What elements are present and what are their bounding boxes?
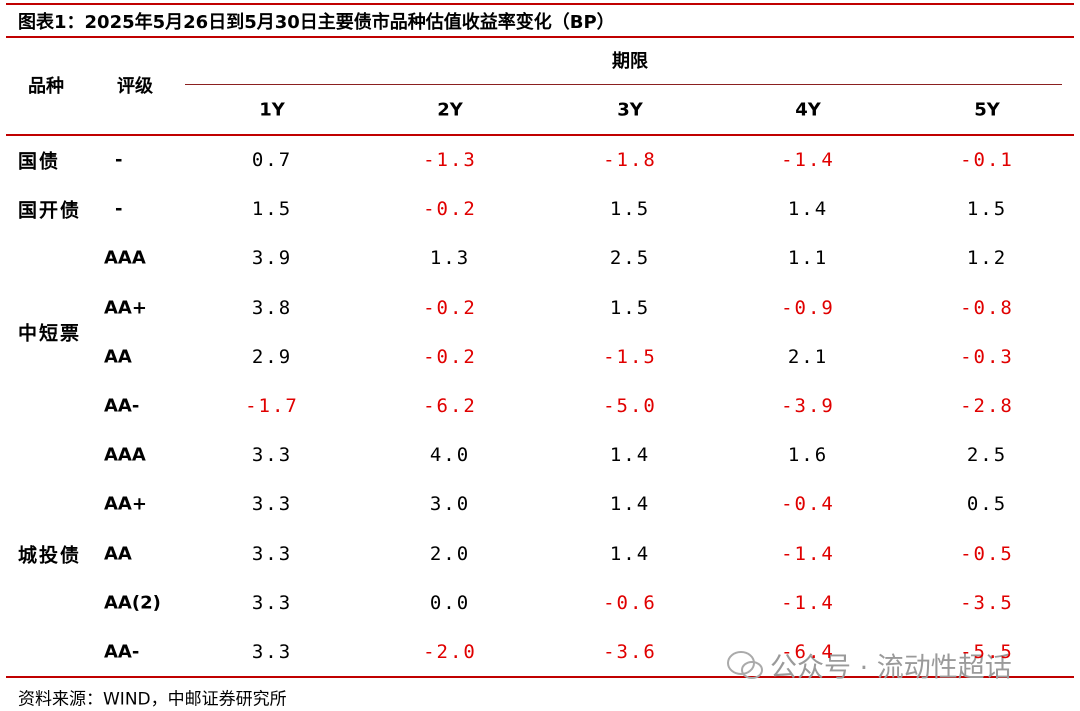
variety: 城投债 [18, 544, 82, 567]
rating: - [115, 149, 123, 171]
value-cell: -0.3 [960, 345, 1014, 368]
value-cell: 3.3 [251, 591, 293, 614]
tenor-header: 3Y [617, 99, 643, 121]
tenor-header: 1Y [259, 99, 285, 121]
rating: AA+ [104, 493, 147, 515]
rating: AA- [104, 641, 140, 663]
value-cell: -3.9 [781, 395, 835, 417]
value-cell: 1.4 [609, 542, 651, 565]
value-cell: -1.7 [245, 395, 299, 417]
value-cell: -1.5 [603, 345, 657, 368]
value-cell: -0.1 [960, 149, 1014, 171]
value-cell: 3.3 [251, 493, 293, 516]
watermark: 公众号 · 流动性超话 [770, 652, 1012, 684]
header-variety: 品种 [28, 76, 64, 97]
value-cell: 4.0 [429, 444, 471, 467]
value-cell: 1.4 [609, 493, 651, 516]
value-cell: -1.8 [603, 149, 657, 171]
value-cell: -0.2 [423, 345, 477, 368]
value-cell: -3.5 [960, 591, 1014, 614]
title-rule [6, 36, 1074, 38]
value-cell: -0.5 [960, 542, 1014, 565]
rating: AA+ [104, 297, 147, 319]
value-cell: 2.9 [251, 345, 293, 368]
value-cell: 1.6 [787, 444, 829, 467]
value-cell: 3.0 [429, 493, 471, 516]
rating: AAA [104, 247, 146, 269]
value-cell: 2.5 [609, 247, 651, 270]
variety: 中短票 [18, 322, 82, 345]
value-cell: -0.4 [781, 493, 835, 516]
rating: - [115, 198, 123, 220]
value-cell: 1.5 [251, 198, 293, 221]
value-cell: -1.4 [781, 591, 835, 614]
value-cell: 2.1 [787, 345, 829, 368]
value-cell: 3.8 [251, 296, 293, 319]
header-rating: 评级 [117, 76, 153, 97]
value-cell: -0.2 [423, 198, 477, 221]
value-cell: 2.5 [966, 444, 1008, 467]
rating: AA- [104, 395, 140, 417]
value-cell: -5.5 [960, 641, 1014, 663]
value-cell: -1.4 [781, 149, 835, 171]
bottom-rule [6, 676, 1074, 678]
value-cell: -6.2 [423, 395, 477, 417]
tenor-header: 2Y [437, 99, 463, 121]
rating: AA [104, 543, 132, 565]
header-term: 期限 [612, 51, 648, 72]
title: 图表1：2025年5月26日到5月30日主要债市品种估值收益率变化（BP） [18, 12, 615, 33]
value-cell: -5.0 [603, 395, 657, 417]
value-cell: -0.8 [960, 296, 1014, 319]
value-cell: 1.1 [787, 247, 829, 270]
variety: 国开债 [18, 199, 82, 222]
value-cell: 0.5 [966, 493, 1008, 516]
value-cell: -6.4 [781, 641, 835, 663]
value-cell: -0.9 [781, 296, 835, 319]
rating: AA [104, 346, 132, 368]
value-cell: 0.0 [429, 591, 471, 614]
value-cell: -0.2 [423, 296, 477, 319]
value-cell: 1.5 [966, 198, 1008, 221]
value-cell: 3.9 [251, 247, 293, 270]
value-cell: -1.3 [423, 149, 477, 171]
value-cell: 1.3 [429, 247, 471, 270]
top-rule [6, 3, 1074, 5]
tenor-header: 4Y [795, 99, 821, 121]
value-cell: 0.7 [251, 149, 293, 171]
value-cell: -3.6 [603, 641, 657, 663]
value-cell: 1.4 [787, 198, 829, 221]
header-rule [6, 134, 1074, 136]
tenor-header: 5Y [974, 99, 1000, 121]
value-cell: -1.4 [781, 542, 835, 565]
source: 资料来源：WIND，中邮证券研究所 [18, 689, 287, 710]
value-cell: 2.0 [429, 542, 471, 565]
value-cell: -2.0 [423, 641, 477, 663]
value-cell: 1.5 [609, 198, 651, 221]
value-cell: 3.3 [251, 542, 293, 565]
rating: AAA [104, 444, 146, 466]
watermark-icon [727, 651, 763, 679]
value-cell: 1.4 [609, 444, 651, 467]
value-cell: -2.8 [960, 395, 1014, 417]
value-cell: 3.3 [251, 444, 293, 467]
value-cell: -0.6 [603, 591, 657, 614]
term-rule [185, 84, 1062, 85]
rating: AA(2) [104, 592, 161, 614]
value-cell: 3.3 [251, 641, 293, 663]
variety: 国债 [18, 150, 61, 173]
value-cell: 1.5 [609, 296, 651, 319]
value-cell: 1.2 [966, 247, 1008, 270]
